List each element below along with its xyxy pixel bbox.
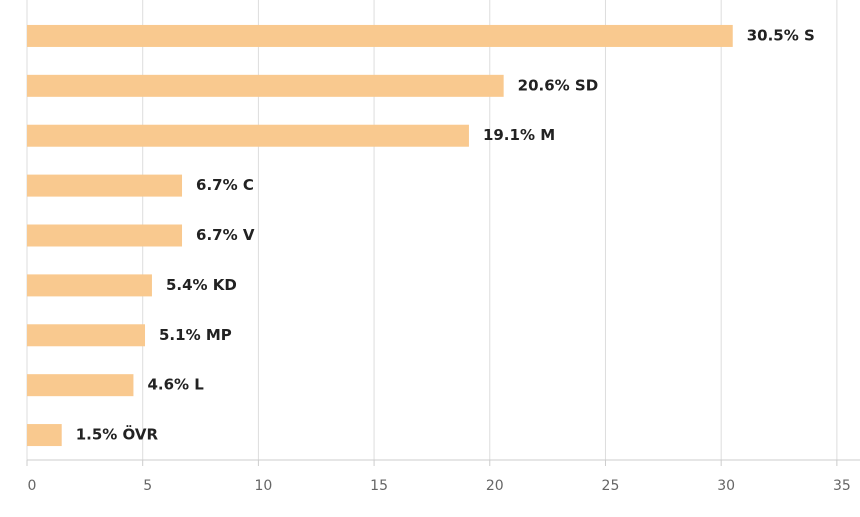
- x-tick-label: 5: [143, 478, 152, 494]
- x-tick-label: 15: [370, 478, 388, 494]
- bar: [27, 274, 152, 297]
- x-tick-label: 20: [486, 478, 504, 494]
- data-label: 6.7% C: [196, 176, 254, 194]
- bar: [27, 424, 62, 447]
- bar: [27, 224, 183, 247]
- x-tick-label: 25: [602, 478, 620, 494]
- bar: [27, 124, 469, 147]
- data-label: 5.1% MP: [159, 326, 232, 344]
- data-label: 1.5% ÖVR: [76, 425, 159, 444]
- x-tick-label: 0: [28, 478, 37, 494]
- data-label: 19.1% M: [483, 126, 555, 144]
- bar: [27, 374, 134, 397]
- bar: [27, 24, 733, 47]
- data-label: 4.6% L: [147, 376, 204, 394]
- x-tick-label: 10: [254, 478, 272, 494]
- x-tick-label: 30: [717, 478, 735, 494]
- data-label: 6.7% V: [196, 226, 255, 244]
- bar: [27, 324, 146, 347]
- bar: [27, 74, 504, 97]
- data-label: 5.4% KD: [166, 276, 237, 294]
- bar: [27, 174, 183, 197]
- data-label: 20.6% SD: [518, 76, 599, 94]
- data-label: 30.5% S: [747, 26, 815, 44]
- x-tick-label: 35: [833, 478, 851, 494]
